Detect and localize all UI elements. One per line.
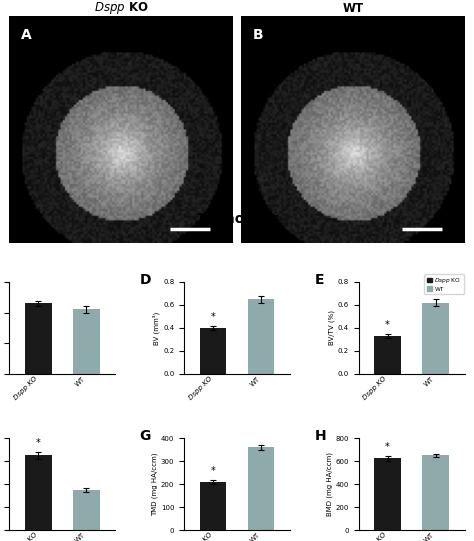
Text: 12 months: 12 months [195,212,279,226]
Text: H: H [314,429,326,443]
Text: *: * [385,320,390,330]
Bar [422,456,449,530]
Text: *: * [210,466,215,476]
Bar [200,482,226,530]
Bar [25,304,52,374]
Text: *: * [385,443,390,452]
Text: E: E [314,273,324,287]
Bar [248,299,274,374]
Y-axis label: BV/TV (%): BV/TV (%) [328,311,335,345]
Bar [73,309,100,374]
Legend: $\it{Dspp}$ KO, WT: $\it{Dspp}$ KO, WT [424,274,464,294]
Bar [73,490,100,530]
Y-axis label: BMD (mg HA/ccm): BMD (mg HA/ccm) [326,452,333,516]
Title: WT: WT [342,2,364,15]
Text: *: * [210,312,215,322]
Text: D: D [140,273,151,287]
Bar [374,336,401,374]
Text: *: * [36,438,41,448]
Y-axis label: TMD (mg HA/ccm): TMD (mg HA/ccm) [152,452,158,516]
Text: A: A [21,28,31,42]
Y-axis label: BV (mm³): BV (mm³) [153,311,160,345]
Bar [422,302,449,374]
Bar [200,328,226,374]
Bar [25,456,52,530]
Bar [374,458,401,530]
Text: G: G [140,429,151,443]
Text: B: B [253,28,263,42]
Bar [248,447,274,530]
Title: $\it{Dspp}$ KO: $\it{Dspp}$ KO [94,0,148,16]
